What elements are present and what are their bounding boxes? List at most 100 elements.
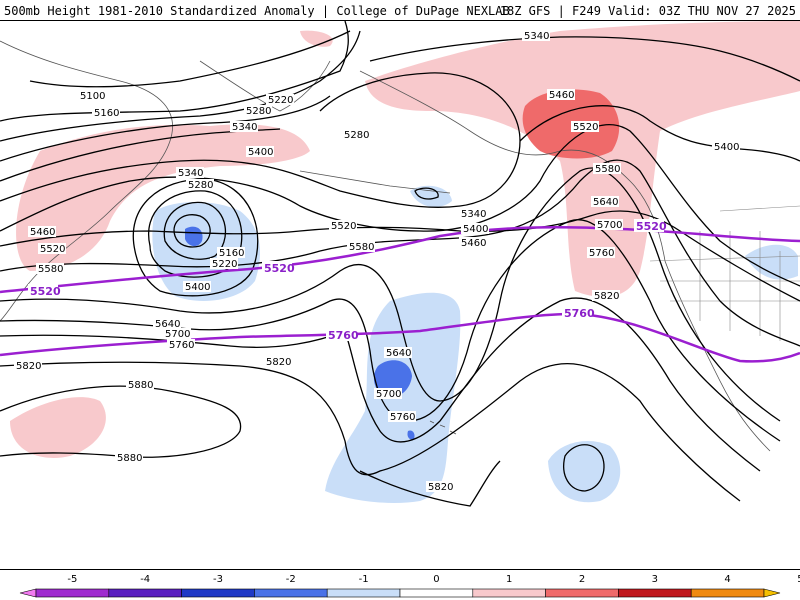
colorbar-bin	[472, 588, 546, 598]
contour-low-ring-1	[163, 201, 227, 260]
model-valid-time: 18Z GFS | F249 Valid: 03Z THU NOV 27 202…	[499, 4, 796, 18]
contour-5820	[0, 361, 741, 502]
contour-low-center	[173, 214, 211, 248]
positive-anomaly-area	[16, 124, 311, 271]
contour-label: 5820	[16, 361, 41, 372]
thick-contour-label: 5760	[564, 307, 595, 320]
contour-label: 5220	[268, 95, 293, 106]
contour-label: 5520	[331, 221, 356, 232]
political-boundaries	[649, 205, 800, 341]
contour-5820-south	[359, 460, 501, 507]
contour-label: 5340	[178, 168, 203, 179]
map-panel: 5100 5160 5220 5280 5340 5340 5400 5400 …	[0, 20, 800, 570]
contour-5520	[0, 210, 800, 302]
contour-label: 5340	[461, 209, 486, 220]
contour-label: 5280	[344, 130, 369, 141]
title-bar: 500mb Height 1981-2010 Standardized Anom…	[0, 0, 800, 20]
contour-label: 5700	[376, 389, 401, 400]
contour-label: 5400	[463, 224, 488, 235]
contour-5700	[0, 219, 781, 442]
colorbar-bin	[181, 588, 255, 598]
contour-5340-north	[369, 36, 800, 82]
contour-5880	[0, 385, 242, 458]
colorbar	[19, 588, 781, 598]
contour-label: 5640	[155, 319, 180, 330]
legend-tick-label: -5	[67, 574, 78, 585]
legend-tick-label: 4	[724, 574, 731, 585]
legend-tick-label: 0	[433, 574, 440, 585]
map-title: 500mb Height 1981-2010 Standardized Anom…	[4, 4, 510, 18]
contour-label: 5460	[549, 90, 574, 101]
colorbar-bin	[618, 588, 692, 598]
thick-contour-label: 5520	[636, 220, 667, 233]
color-legend: -5 -4 -3 -2 -1 0 1 2 3 4 5	[0, 574, 800, 600]
coastline-north-america	[664, 260, 771, 452]
contour-5160	[0, 21, 349, 122]
contour-label: 5340	[232, 122, 257, 133]
negative-anomaly-area	[185, 226, 203, 247]
thick-contour-label: 5520	[30, 285, 61, 298]
thick-contour-labels: 5520 5520 5520 5760 5760	[28, 219, 667, 342]
contour-label: 5640	[386, 348, 411, 359]
contour-label: 5880	[117, 453, 142, 464]
colorbar-arrow-right	[763, 588, 781, 598]
contour-5100	[29, 30, 351, 88]
contour-label: 5820	[266, 357, 291, 368]
colorbar-bin	[254, 588, 328, 598]
negative-anomaly-area	[548, 441, 621, 503]
colorbar-bin	[326, 588, 401, 598]
colorbar-bin	[690, 588, 765, 598]
negative-anomaly-area	[410, 185, 452, 207]
contour-5220	[0, 30, 361, 142]
contour-5400	[0, 72, 521, 208]
contour-label: 5160	[219, 248, 244, 259]
contour-label: 5280	[188, 180, 213, 191]
contour-label: 5520	[573, 122, 598, 133]
colorbar-arrow-left	[19, 588, 37, 598]
contour-label: 5640	[593, 197, 618, 208]
contour-5760	[0, 297, 761, 472]
contour-label: 5760	[390, 412, 415, 423]
coastline-aleutians	[299, 170, 451, 194]
contour-5820-closed	[563, 444, 605, 492]
legend-tick-label: 1	[506, 574, 513, 585]
contour-label: 5820	[594, 291, 619, 302]
contour-label: 5280	[246, 106, 271, 117]
legend-tick-label: -3	[213, 574, 223, 585]
contour-label: 5400	[185, 282, 210, 293]
contour-labels: 5100 5160 5220 5280 5340 5340 5400 5400 …	[14, 30, 740, 493]
colorbar-bin	[399, 588, 474, 598]
contour-5400-east	[519, 105, 800, 162]
contour-label: 5100	[80, 91, 105, 102]
contour-label: 5580	[38, 264, 63, 275]
contour-label: 5760	[589, 248, 614, 259]
contour-label: 5700	[165, 329, 190, 340]
contour-5580	[0, 159, 800, 347]
contour-label: 5880	[128, 380, 153, 391]
contour-label: 5400	[248, 147, 273, 158]
contour-label: 5220	[212, 259, 237, 270]
positive-anomaly-area	[10, 397, 106, 458]
colorbar-bin	[545, 588, 619, 598]
colorbar-bin	[108, 588, 182, 598]
contour-label: 5340	[524, 31, 549, 42]
contour-label: 5520	[40, 244, 65, 255]
contour-label: 5580	[349, 242, 374, 253]
positive-anomaly-area	[300, 30, 333, 47]
contour-label: 5580	[595, 164, 620, 175]
legend-tick-label: -1	[358, 574, 369, 585]
contour-high-small	[414, 187, 439, 200]
anomaly-shading	[10, 21, 800, 503]
thick-contour-label: 5760	[328, 329, 359, 342]
contour-label: 5760	[169, 340, 194, 351]
legend-tick-label: 2	[578, 574, 586, 585]
contour-label: 5820	[428, 482, 453, 493]
contour-label: 5700	[597, 220, 622, 231]
thick-contour-5520	[0, 226, 800, 294]
thick-contour-label: 5520	[264, 262, 295, 275]
contour-label: 5460	[30, 227, 55, 238]
legend-tick-label: 5	[797, 574, 800, 585]
legend-tick-label: -4	[140, 574, 151, 585]
legend-tick-label: -2	[285, 574, 296, 585]
positive-anomaly-area	[522, 89, 620, 159]
